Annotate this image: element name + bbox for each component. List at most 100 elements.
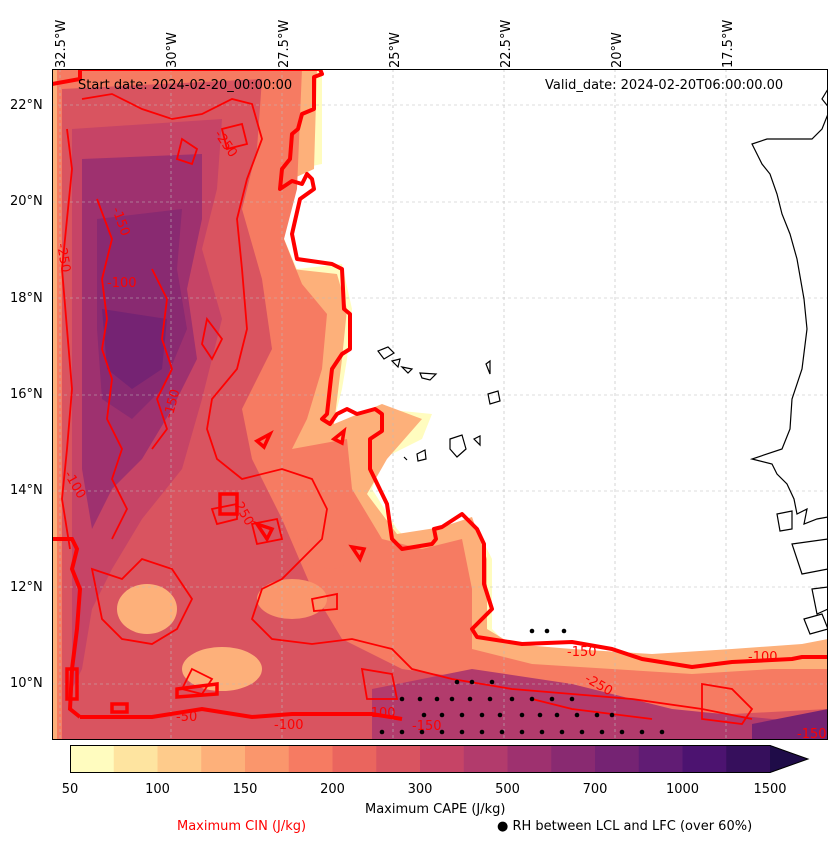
cin-bottom-contour xyxy=(80,706,403,721)
lat-label-12n: 12°N xyxy=(10,580,43,595)
lat-label-22n: 22°N xyxy=(10,98,43,113)
cin-left-contour xyxy=(52,69,83,719)
colorbar-segment xyxy=(113,745,158,773)
rh-dot xyxy=(421,712,427,718)
cin-small-contours xyxy=(65,426,367,714)
colorbar-segment xyxy=(682,745,727,773)
rh-dot xyxy=(489,679,495,685)
colorbar-segment xyxy=(70,745,115,773)
cin-label: -150 xyxy=(567,645,597,660)
rh-dot xyxy=(609,712,615,718)
rh-dot xyxy=(467,696,473,702)
rh-dot xyxy=(459,729,465,735)
cin-label: -150 xyxy=(161,388,183,420)
rh-dot xyxy=(549,696,555,702)
cin-label: -100 xyxy=(274,718,304,733)
colorbar-segment xyxy=(157,745,202,773)
rh-dot xyxy=(439,712,445,718)
rh-dot xyxy=(419,729,425,735)
lon-label-32-5w: 32.5°W xyxy=(54,19,69,68)
colorbar-segment xyxy=(551,745,596,773)
rh-dot xyxy=(469,679,475,685)
rh-dot xyxy=(659,729,665,735)
lon-label-17-5w: 17.5°W xyxy=(721,19,736,68)
map-panel: -150 -250 -100 -150 -250 -100 -250 -100 … xyxy=(52,69,828,740)
rh-dot xyxy=(379,729,385,735)
cin-label: -250 xyxy=(53,242,73,274)
lat-label-16n: 16°N xyxy=(10,387,43,402)
colorbar-segment xyxy=(376,745,421,773)
rh-dot xyxy=(544,628,550,634)
rh-dot xyxy=(459,712,465,718)
lon-label-30w: 30°W xyxy=(165,32,180,68)
colorbar-tick-label: 500 xyxy=(495,782,520,797)
colorbar-tick-label: 150 xyxy=(232,782,258,797)
cape-field xyxy=(52,69,828,740)
colorbar-segment xyxy=(638,745,683,773)
coastlines xyxy=(377,69,828,635)
colorbar-segment xyxy=(201,745,246,773)
colorbar-tick-label: 200 xyxy=(320,782,345,797)
rh-dot xyxy=(529,696,535,702)
colorbar-segment xyxy=(463,745,508,773)
cin-label: -100 xyxy=(748,650,778,665)
colorbar-tick-label: 1000 xyxy=(665,782,700,797)
rh-dots[interactable] xyxy=(379,628,665,735)
valid-date-label: Valid_date: 2024-02-20T06:00:00.00 xyxy=(545,78,784,93)
rh-dot xyxy=(497,712,503,718)
rh-dot xyxy=(594,712,600,718)
lon-label-25w: 25°W xyxy=(388,32,403,68)
colorbar-tick-label: 700 xyxy=(582,782,608,797)
rh-dot xyxy=(599,729,605,735)
cin-label: -50 xyxy=(176,710,197,725)
lon-label-22-5w: 22.5°W xyxy=(499,19,514,68)
rh-dot xyxy=(479,729,485,735)
rh-dot xyxy=(434,696,440,702)
cin-legend-label: Maximum CIN (J/kg) xyxy=(177,819,307,834)
colorbar-outline xyxy=(70,745,810,773)
rh-dot xyxy=(399,696,405,702)
cin-label: -100 xyxy=(107,276,137,291)
lat-label-18n: 18°N xyxy=(10,291,43,306)
rh-dot xyxy=(619,729,625,735)
rh-dot xyxy=(519,729,525,735)
rh-dot xyxy=(479,712,485,718)
rh-dot xyxy=(399,729,405,735)
rh-dot xyxy=(499,729,505,735)
colorbar-tick-label: 300 xyxy=(407,782,433,797)
rh-dot xyxy=(539,729,545,735)
cin-label: -100 xyxy=(366,706,396,721)
rh-dot xyxy=(537,712,543,718)
rh-dot xyxy=(449,696,455,702)
rh-dot xyxy=(529,628,535,634)
colorbar-segment xyxy=(420,745,465,773)
colorbar-segment xyxy=(726,745,771,773)
rh-dot xyxy=(579,729,585,735)
colorbar-segment xyxy=(595,745,640,773)
colorbar-tick-label: 100 xyxy=(145,782,170,797)
colorbar-segment xyxy=(245,745,290,773)
colorbar-segment xyxy=(332,745,377,773)
rh-dot xyxy=(559,729,565,735)
rh-dot xyxy=(509,696,515,702)
rh-dot xyxy=(519,712,525,718)
cin-label: -150 xyxy=(412,719,442,734)
colorbar-title: Maximum CAPE (J/kg) xyxy=(365,802,506,817)
lon-label-27-5w: 27.5°W xyxy=(277,19,292,68)
rh-dot xyxy=(574,712,580,718)
colorbar-segment xyxy=(288,745,333,773)
rh-dot xyxy=(554,712,560,718)
rh-dot xyxy=(454,679,460,685)
rh-dot xyxy=(439,729,445,735)
colorbar-segment xyxy=(507,745,552,773)
cape-colorbar xyxy=(70,745,810,773)
lat-label-10n: 10°N xyxy=(10,676,43,691)
rh-legend-label: ● RH between LCL and LFC (over 60%) xyxy=(497,819,753,834)
rh-dot xyxy=(417,696,423,702)
colorbar-extension xyxy=(770,745,808,773)
lat-label-14n: 14°N xyxy=(10,483,43,498)
rh-dot xyxy=(569,696,575,702)
colorbar-tick-label: 1500 xyxy=(753,782,787,797)
colorbar-tick-label: 50 xyxy=(61,782,79,797)
cin-label: -150 xyxy=(797,727,827,740)
